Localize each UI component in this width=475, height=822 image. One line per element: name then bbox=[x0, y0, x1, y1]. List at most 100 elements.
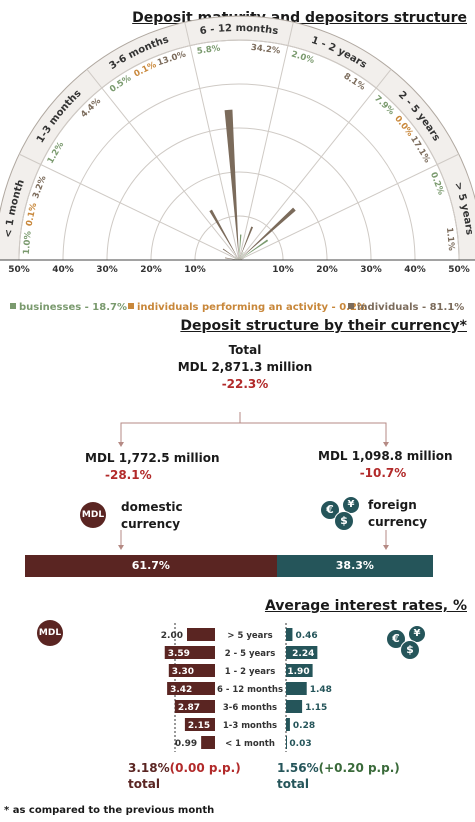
foreign-label-line1: foreign bbox=[368, 498, 417, 512]
footnote: * as compared to the previous month bbox=[4, 805, 215, 816]
foreign-value: MDL 1,098.8 million bbox=[318, 449, 453, 463]
fx-rate-label: 1.90 bbox=[287, 667, 309, 677]
dollar-coin-icon: $ bbox=[334, 511, 354, 531]
fx-total-block: 1.56%(+0.20 p.p.) total bbox=[277, 760, 400, 792]
mdl-rates-icon: MDL bbox=[37, 620, 63, 646]
fx-rate-label: 2.24 bbox=[292, 649, 314, 659]
axis-tick-label: 10% bbox=[272, 265, 294, 275]
rate-category-label: 6 - 12 months bbox=[217, 685, 283, 695]
sector-divider bbox=[238, 22, 294, 261]
domestic-label-line1: domestic bbox=[121, 500, 183, 514]
value-label: 5.8% bbox=[196, 43, 221, 56]
foreign-block: MDL 1,098.8 million -10.7% bbox=[318, 448, 453, 482]
domestic-block: MDL 1,772.5 million -28.1% bbox=[85, 450, 220, 484]
grid-ring bbox=[18, 39, 460, 261]
value-label: 1.1% bbox=[444, 227, 456, 252]
legend-label-individuals-activity: individuals performing an activity - 0.2… bbox=[137, 302, 367, 313]
axis-tick-label: 50% bbox=[448, 265, 470, 275]
mdl-rate-bar bbox=[168, 664, 215, 677]
legend-label-individuals: individuals - 81.1% bbox=[357, 302, 465, 313]
total-label: Total bbox=[228, 343, 262, 357]
mdl-total-value: 3.18% bbox=[128, 761, 170, 775]
fx-rate-bar bbox=[286, 718, 290, 731]
value-label: 34.2% bbox=[250, 43, 281, 57]
mdl-rate-label: 2.15 bbox=[188, 721, 210, 731]
fx-total-value: 1.56% bbox=[277, 761, 319, 775]
total-value: MDL 2,871.3 million bbox=[177, 360, 313, 374]
petal bbox=[222, 248, 239, 260]
mdl-rate-bar bbox=[187, 628, 215, 641]
legend-swatch-businesses bbox=[10, 303, 16, 309]
axis-tick-label: 50% bbox=[8, 265, 30, 275]
petal bbox=[224, 109, 239, 260]
axis-tick-label: 30% bbox=[96, 265, 118, 275]
petal bbox=[234, 258, 239, 260]
sector-divider bbox=[238, 68, 392, 261]
mdl-rate-label: 3.42 bbox=[170, 685, 192, 695]
axis-tick-label: 40% bbox=[404, 265, 426, 275]
fx-rate-label: 1.48 bbox=[310, 685, 332, 695]
dollar-coin-rates-icon: $ bbox=[400, 640, 420, 660]
domestic-change: -28.1% bbox=[105, 468, 152, 482]
axis-tick-label: 20% bbox=[140, 265, 162, 275]
total-change: -22.3% bbox=[221, 377, 269, 391]
axis-tick-label: 20% bbox=[316, 265, 338, 275]
petal bbox=[238, 257, 239, 260]
mdl-rate-label: 3.30 bbox=[172, 667, 194, 677]
axis-tick-label: 30% bbox=[360, 265, 382, 275]
sector-divider bbox=[86, 68, 240, 261]
mdl-icon: MDL bbox=[80, 502, 106, 528]
fx-rate-bar bbox=[286, 700, 303, 713]
petal bbox=[239, 258, 244, 260]
domestic-value: MDL 1,772.5 million bbox=[85, 451, 220, 465]
rate-category-label: < 1 month bbox=[225, 739, 275, 749]
legend-individuals-activity: individuals performing an activity - 0.2… bbox=[128, 302, 367, 313]
fx-rate-label: 0.28 bbox=[293, 721, 315, 731]
axis-tick-label: 40% bbox=[52, 265, 74, 275]
legend-label-businesses: businesses - 18.7% bbox=[19, 302, 128, 313]
total-block: Total MDL 2,871.3 million -22.3% bbox=[170, 342, 320, 393]
foreign-share-bar: 38.3% bbox=[276, 555, 433, 577]
fx-total-change: (+0.20 p.p.) bbox=[318, 761, 400, 775]
mdl-rate-bar bbox=[174, 700, 215, 713]
grid-ring bbox=[106, 127, 372, 261]
fx-rate-bar bbox=[286, 682, 307, 695]
currency-chart-title: Deposit structure by their currency* bbox=[180, 318, 467, 334]
mdl-total-block: 3.18%(0.00 p.p.) total bbox=[128, 760, 241, 792]
grid-ring bbox=[62, 83, 416, 261]
foreign-change: -10.7% bbox=[359, 466, 407, 480]
mdl-rate-label: 2.00 bbox=[161, 631, 183, 641]
sector-divider bbox=[18, 153, 240, 261]
legend-swatch-individuals bbox=[348, 303, 354, 309]
mdl-rate-bar bbox=[184, 718, 215, 731]
value-label: 0.1% bbox=[24, 202, 39, 228]
petal bbox=[209, 209, 239, 260]
petal bbox=[239, 226, 254, 260]
legend-individuals: individuals - 81.1% bbox=[348, 302, 464, 313]
fx-total-word: total bbox=[277, 777, 309, 791]
petal bbox=[239, 207, 296, 260]
mdl-rate-label: 0.99 bbox=[175, 739, 197, 749]
rate-category-label: > 5 years bbox=[227, 631, 272, 641]
petal bbox=[239, 239, 269, 260]
value-label: 1.0% bbox=[22, 230, 34, 255]
mdl-total-change: (0.00 p.p.) bbox=[169, 761, 241, 775]
petal bbox=[225, 257, 239, 260]
petal bbox=[235, 256, 239, 260]
fx-rate-bar bbox=[286, 646, 318, 659]
fx-rate-label: 1.15 bbox=[305, 703, 327, 713]
mdl-rate-label: 3.59 bbox=[168, 649, 190, 659]
rate-category-label: 3-6 months bbox=[223, 703, 277, 713]
rate-category-label: 1 - 2 years bbox=[225, 667, 276, 677]
domestic-label: domestic currency bbox=[121, 499, 183, 533]
fx-rate-bar bbox=[286, 664, 313, 677]
fx-rate-label: 0.03 bbox=[289, 739, 311, 749]
fx-rate-bar bbox=[286, 628, 293, 641]
mdl-total-word: total bbox=[128, 777, 160, 791]
domestic-share-bar: 61.7% bbox=[25, 555, 277, 577]
sector-divider bbox=[238, 153, 460, 261]
rate-category-label: 2 - 5 years bbox=[225, 649, 276, 659]
fx-rate-label: 0.46 bbox=[295, 631, 317, 641]
foreign-label: foreign currency bbox=[368, 497, 427, 531]
mdl-rate-bar bbox=[167, 682, 215, 695]
